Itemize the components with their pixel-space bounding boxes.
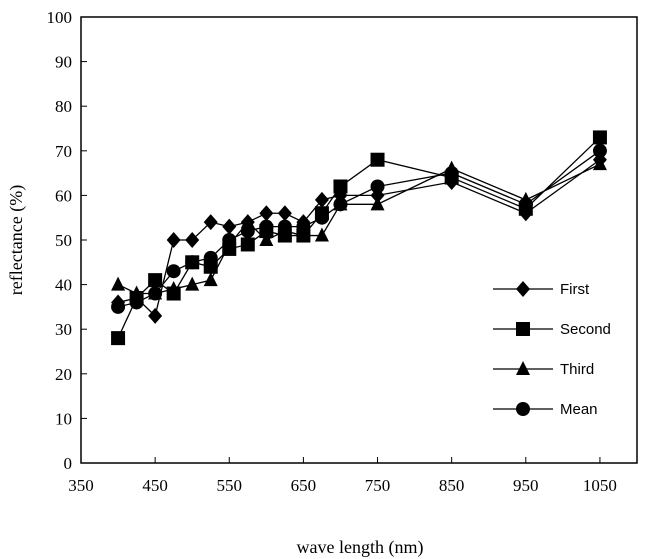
data-point-third bbox=[370, 196, 385, 211]
data-point-third bbox=[592, 156, 607, 171]
legend-marker bbox=[516, 361, 530, 375]
legend: First Second Third Mean bbox=[493, 281, 611, 418]
legend-item-mean: Mean bbox=[493, 401, 598, 418]
x-tick-label: 650 bbox=[291, 476, 317, 495]
data-point-mean bbox=[259, 219, 274, 234]
x-tick-label: 450 bbox=[142, 476, 168, 495]
x-tick-label: 550 bbox=[217, 476, 243, 495]
x-axis-title: wave length (nm) bbox=[297, 537, 424, 558]
x-axis-ticks: 350 450 550 650 750 850 950 1050 bbox=[68, 457, 617, 495]
data-point-first bbox=[166, 232, 181, 248]
data-point-mean bbox=[518, 197, 533, 212]
data-point-mean bbox=[222, 233, 237, 247]
y-tick-label: 90 bbox=[55, 53, 72, 72]
data-point-mean bbox=[444, 166, 459, 181]
legend-item-third: Third bbox=[493, 361, 594, 378]
data-point-first bbox=[185, 232, 200, 248]
data-point-mean bbox=[240, 224, 255, 239]
data-point-mean bbox=[314, 210, 329, 225]
data-point-third bbox=[185, 276, 200, 291]
data-point-third bbox=[314, 227, 329, 242]
x-tick-label: 950 bbox=[513, 476, 539, 495]
data-point-second bbox=[111, 331, 126, 346]
data-point-mean bbox=[111, 299, 126, 314]
legend-item-second: Second bbox=[493, 321, 611, 338]
data-point-mean bbox=[166, 264, 181, 279]
data-point-third bbox=[296, 227, 311, 242]
y-tick-label: 70 bbox=[55, 142, 72, 161]
y-tick-label: 60 bbox=[55, 186, 72, 205]
data-point-second bbox=[148, 273, 163, 288]
series-layer bbox=[111, 130, 607, 346]
data-point-first bbox=[148, 307, 163, 324]
legend-label: Mean bbox=[560, 401, 598, 418]
data-point-third bbox=[166, 281, 181, 296]
y-tick-label: 20 bbox=[55, 365, 72, 384]
data-point-mean bbox=[370, 179, 385, 194]
y-tick-label: 80 bbox=[55, 97, 72, 116]
data-point-first bbox=[314, 191, 329, 208]
data-point-mean bbox=[592, 143, 607, 158]
y-axis-title: reflectance (%) bbox=[6, 185, 27, 295]
data-point-third bbox=[259, 232, 274, 246]
y-axis-ticks: 0 10 20 30 40 50 60 70 80 90 100 bbox=[47, 8, 87, 473]
data-point-third bbox=[129, 285, 144, 300]
y-tick-label: 10 bbox=[55, 409, 72, 428]
data-point-mean bbox=[129, 295, 144, 310]
x-tick-label: 850 bbox=[439, 476, 465, 495]
data-point-mean bbox=[296, 219, 311, 234]
plot-area bbox=[80, 16, 638, 464]
y-tick-label: 40 bbox=[55, 276, 72, 295]
y-tick-label: 30 bbox=[55, 320, 72, 339]
x-tick-label: 1050 bbox=[583, 476, 617, 495]
y-tick-label: 0 bbox=[64, 454, 73, 473]
x-tick-label: 350 bbox=[68, 476, 94, 495]
data-point-first bbox=[222, 218, 237, 235]
legend-label: Third bbox=[560, 361, 594, 378]
legend-marker bbox=[516, 402, 530, 416]
data-point-first bbox=[203, 214, 218, 231]
y-tick-label: 100 bbox=[47, 8, 73, 27]
data-point-first bbox=[277, 205, 292, 222]
data-point-third bbox=[240, 214, 255, 229]
legend-item-first: First bbox=[493, 281, 590, 298]
data-point-second bbox=[240, 237, 255, 252]
legend-marker bbox=[516, 322, 530, 336]
x-tick-label: 750 bbox=[365, 476, 391, 495]
legend-marker bbox=[516, 281, 530, 297]
data-point-third bbox=[203, 272, 218, 287]
data-point-third bbox=[111, 276, 126, 291]
data-point-second bbox=[333, 179, 348, 194]
series-mean bbox=[111, 143, 607, 314]
legend-label: Second bbox=[560, 321, 611, 338]
data-point-first bbox=[259, 205, 274, 222]
data-point-mean bbox=[148, 286, 163, 301]
data-point-mean bbox=[185, 255, 200, 270]
data-point-mean bbox=[333, 197, 348, 212]
data-point-mean bbox=[277, 219, 292, 234]
y-tick-label: 50 bbox=[55, 231, 72, 250]
data-point-mean bbox=[203, 250, 218, 265]
legend-label: First bbox=[560, 281, 590, 298]
data-point-second bbox=[370, 152, 385, 167]
data-point-second bbox=[592, 130, 607, 145]
